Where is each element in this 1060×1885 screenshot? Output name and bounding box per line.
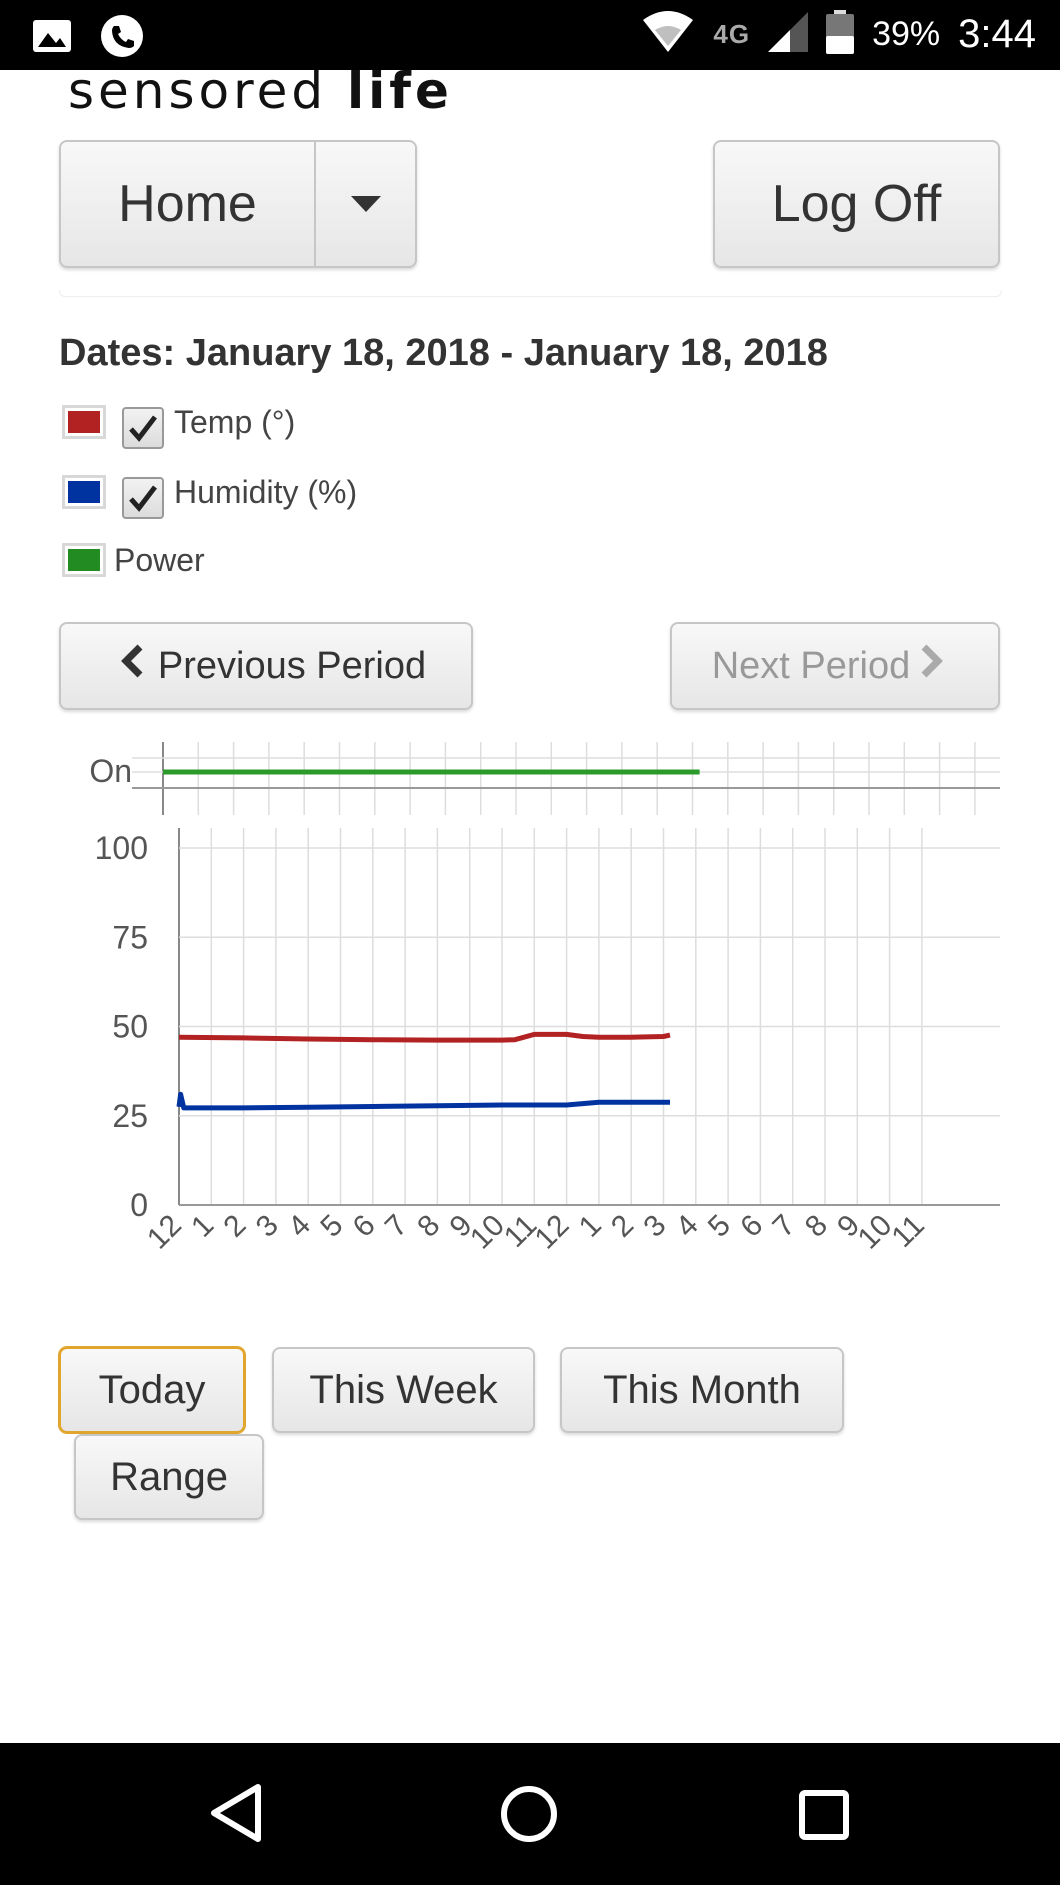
battery-percent: 39% <box>872 15 941 53</box>
x-tick-label: 1 <box>185 1209 220 1244</box>
x-tick-label: 8 <box>411 1209 446 1244</box>
home-dropdown-toggle[interactable] <box>316 142 416 266</box>
logo-text-a: sensored <box>68 62 347 112</box>
header-divider <box>59 290 1002 297</box>
logo-text-b: life <box>347 62 453 112</box>
y-tick-label: 75 <box>112 919 148 955</box>
x-tick-label: 8 <box>799 1209 834 1244</box>
temp-checkbox[interactable] <box>122 407 164 449</box>
x-tick-label: 11 <box>885 1209 930 1254</box>
temp-label: Temp (°) <box>174 403 296 440</box>
legend-item-temp: Temp (°) <box>62 400 296 449</box>
x-tick-label: 4 <box>670 1209 705 1244</box>
chevron-right-icon <box>920 644 944 688</box>
previous-period-label: Previous Period <box>157 644 427 687</box>
home-button[interactable]: Home <box>61 142 316 266</box>
x-tick-label: 12 <box>141 1209 188 1256</box>
range-button[interactable]: Range <box>74 1434 264 1520</box>
sensor-chart: On02550751001212345678910111212345678910… <box>89 742 1000 1256</box>
site-logo[interactable]: sensored life <box>68 52 453 112</box>
next-period-button[interactable]: Next Period <box>670 622 1000 710</box>
x-tick-label: 3 <box>250 1209 285 1244</box>
logoff-button[interactable]: Log Off <box>713 140 1000 268</box>
next-period-label: Next Period <box>711 644 911 687</box>
signal-icon <box>768 12 809 57</box>
legend-item-humidity: Humidity (%) <box>62 470 358 519</box>
humidity-label: Humidity (%) <box>174 473 358 510</box>
x-tick-label: 12 <box>529 1209 576 1256</box>
x-tick-label: 1 <box>573 1209 608 1244</box>
caret-down-icon <box>351 196 381 212</box>
x-tick-label: 2 <box>217 1209 252 1244</box>
x-tick-label: 6 <box>734 1209 769 1244</box>
temp-series-line <box>178 1031 671 1043</box>
gallery-icon <box>32 19 72 58</box>
system-nav-bar <box>0 1743 1060 1885</box>
y-tick-label: 50 <box>112 1009 148 1045</box>
checkmark-icon <box>129 415 157 442</box>
this-week-button[interactable]: This Week <box>272 1347 535 1433</box>
checkmark-icon <box>129 485 157 512</box>
x-tick-label: 5 <box>702 1209 737 1244</box>
power-y-tick-label: On <box>89 753 132 789</box>
this-month-button[interactable]: This Month <box>560 1347 844 1433</box>
x-tick-label: 6 <box>347 1209 382 1244</box>
back-icon[interactable] <box>208 1783 264 1843</box>
power-color-swatch <box>62 543 106 577</box>
x-tick-label: 3 <box>637 1209 672 1244</box>
y-tick-label: 25 <box>112 1098 148 1134</box>
home-nav-group: Home <box>59 140 417 268</box>
humidity-color-swatch <box>62 475 106 509</box>
recents-icon[interactable] <box>798 1789 850 1841</box>
phone-call-icon <box>100 14 144 63</box>
x-tick-label: 4 <box>282 1209 317 1244</box>
dates-label: Dates: January 18, 2018 - January 18, 20… <box>59 332 828 374</box>
today-button[interactable]: Today <box>59 1347 245 1433</box>
previous-period-button[interactable]: Previous Period <box>59 622 473 710</box>
humidity-checkbox[interactable] <box>122 477 164 519</box>
y-tick-label: 0 <box>130 1187 148 1223</box>
x-tick-label: 7 <box>767 1209 802 1244</box>
temp-color-swatch <box>62 405 106 439</box>
x-tick-label: 7 <box>379 1209 414 1244</box>
humidity-series-line <box>176 1091 670 1111</box>
chevron-left-icon <box>120 644 144 688</box>
battery-icon <box>826 10 855 59</box>
y-tick-label: 100 <box>95 830 148 866</box>
power-label: Power <box>114 541 205 578</box>
status-bar: 4G 39% 3:44 <box>0 0 1060 70</box>
home-circle-icon[interactable] <box>500 1785 558 1843</box>
wifi-icon <box>641 10 695 59</box>
clock: 3:44 <box>958 12 1036 56</box>
network-type: 4G <box>713 19 751 49</box>
x-tick-label: 2 <box>605 1209 640 1244</box>
legend-item-power[interactable]: Power <box>62 538 205 582</box>
x-tick-label: 5 <box>314 1209 349 1244</box>
